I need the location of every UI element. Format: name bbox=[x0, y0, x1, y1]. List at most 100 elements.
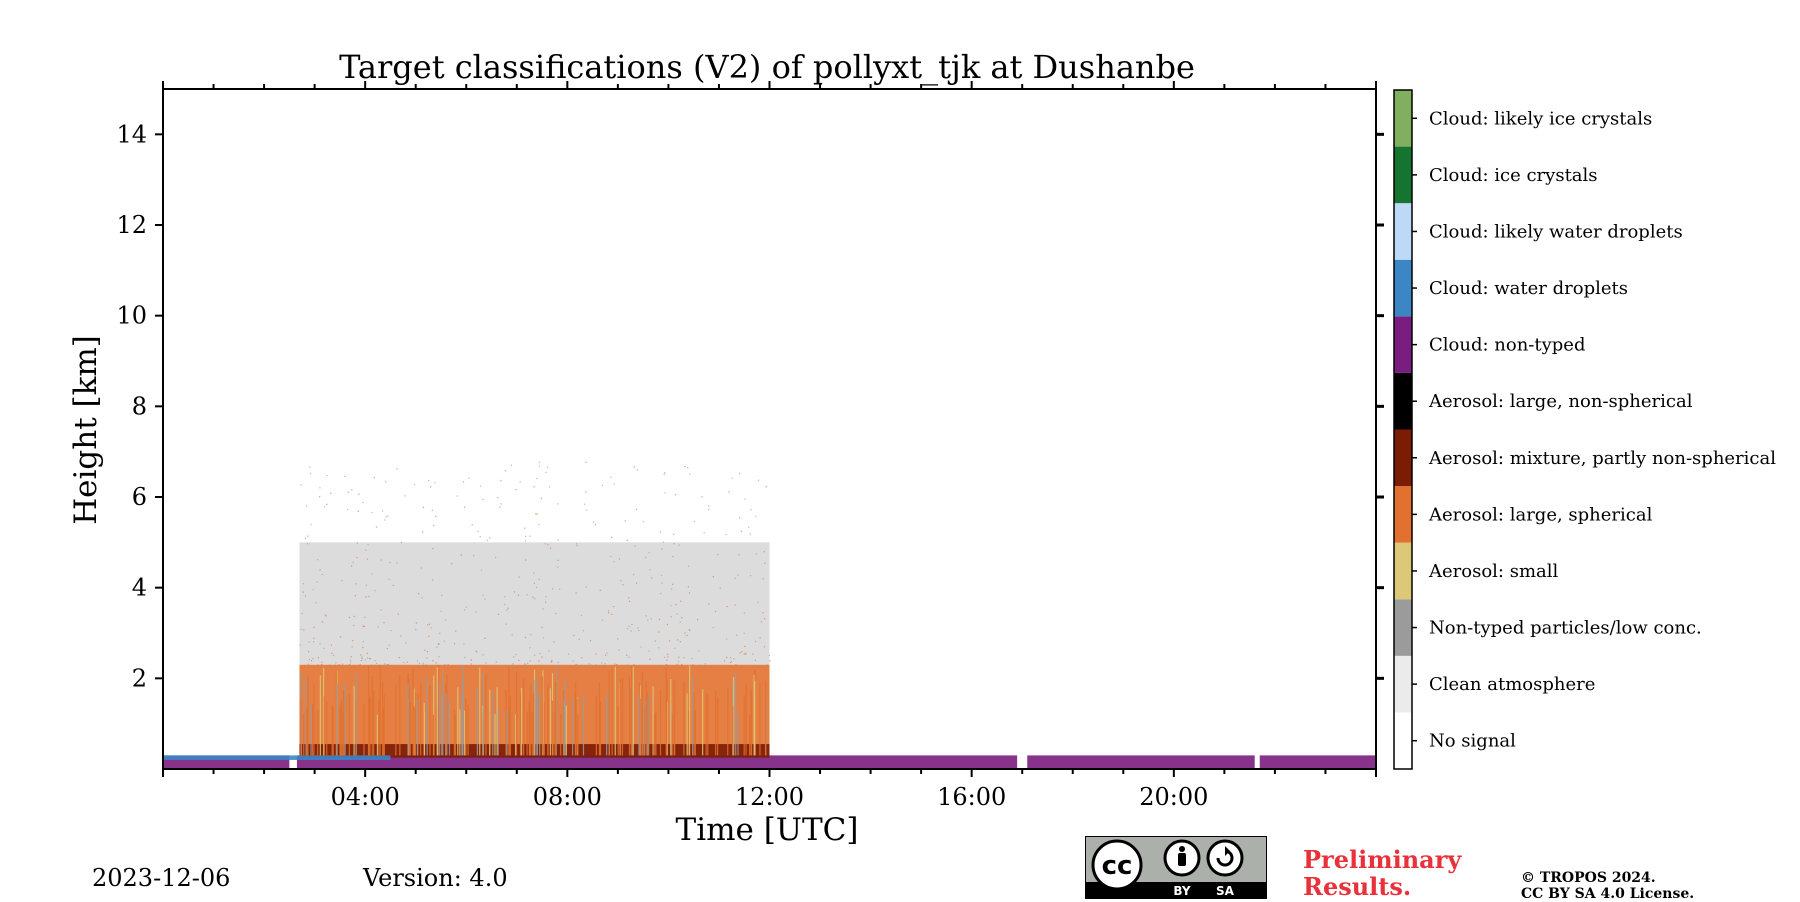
speck-mark bbox=[416, 660, 419, 662]
colorbar-swatch-aerosol-mixture-partly-non-spherical bbox=[1394, 429, 1412, 487]
speck-mark bbox=[739, 652, 741, 654]
speck-mark bbox=[626, 628, 628, 630]
x-tick-label: 20:00 bbox=[1139, 783, 1208, 811]
speck-mark bbox=[495, 661, 497, 663]
speck-mark bbox=[304, 595, 307, 597]
speck-mark bbox=[688, 592, 691, 594]
streak-mark bbox=[687, 711, 689, 756]
speck-mark bbox=[326, 474, 328, 477]
speck-mark bbox=[321, 661, 323, 663]
speck-mark bbox=[698, 650, 700, 652]
speck-mark bbox=[726, 638, 728, 640]
speck-mark bbox=[303, 629, 305, 631]
streak-mark bbox=[606, 695, 608, 756]
speck-mark bbox=[606, 652, 608, 654]
region-cloud-non-typed bbox=[1027, 755, 1255, 769]
speck-mark bbox=[663, 656, 666, 658]
speck-mark bbox=[712, 576, 714, 578]
streak-mark bbox=[479, 667, 481, 756]
streak-mark bbox=[564, 679, 566, 756]
streak-mark bbox=[539, 693, 541, 756]
speck-mark bbox=[764, 562, 766, 564]
streak-mark bbox=[368, 698, 370, 756]
speck-mark bbox=[441, 594, 443, 596]
speck-mark bbox=[763, 664, 766, 666]
speck-mark bbox=[377, 626, 379, 628]
preliminary-line-2: Results. bbox=[1303, 872, 1412, 901]
streak-mark bbox=[526, 711, 528, 756]
speck-mark bbox=[356, 557, 358, 559]
streak-mark bbox=[655, 711, 657, 756]
speck-mark bbox=[642, 521, 644, 523]
speck-mark bbox=[590, 664, 592, 666]
speck-mark bbox=[645, 615, 647, 617]
speck-mark bbox=[689, 629, 691, 632]
attribution-icon bbox=[1163, 839, 1201, 877]
streak-mark bbox=[575, 681, 577, 756]
streak-mark bbox=[673, 680, 675, 756]
speck-mark bbox=[359, 664, 361, 666]
speck-mark bbox=[359, 664, 361, 666]
speck-mark bbox=[385, 516, 387, 518]
speck-mark bbox=[331, 652, 333, 654]
speck-mark bbox=[389, 561, 391, 564]
speck-mark bbox=[319, 643, 321, 645]
speck-mark bbox=[512, 663, 514, 665]
speck-mark bbox=[525, 559, 527, 561]
speck-mark bbox=[551, 661, 553, 663]
speck-mark bbox=[438, 656, 440, 658]
footer-version: Version: 4.0 bbox=[363, 864, 508, 892]
speck-mark bbox=[518, 576, 520, 578]
speck-mark bbox=[762, 578, 764, 580]
streak-mark bbox=[429, 685, 431, 756]
x-tick-label: 12:00 bbox=[735, 783, 804, 811]
speck-mark bbox=[468, 477, 470, 479]
speck-mark bbox=[324, 614, 327, 616]
speck-mark bbox=[534, 598, 536, 600]
speck-mark bbox=[316, 581, 318, 583]
streak-mark bbox=[707, 693, 709, 756]
speck-mark bbox=[544, 601, 547, 603]
speck-mark bbox=[737, 574, 739, 576]
streak-mark bbox=[630, 687, 632, 756]
speck-mark bbox=[755, 640, 757, 642]
streak-mark bbox=[686, 693, 688, 756]
streak-mark bbox=[355, 672, 357, 756]
streak-mark bbox=[683, 681, 685, 756]
speck-mark bbox=[438, 643, 440, 645]
speck-mark bbox=[759, 637, 761, 639]
speck-mark bbox=[405, 642, 407, 644]
speck-mark bbox=[626, 654, 628, 656]
speck-mark bbox=[465, 606, 467, 608]
speck-mark bbox=[362, 640, 364, 643]
cc-by-label: BY bbox=[1173, 884, 1190, 898]
speck-mark bbox=[739, 472, 741, 474]
speck-mark bbox=[576, 544, 578, 547]
streak-mark bbox=[485, 673, 487, 756]
speck-mark bbox=[670, 616, 672, 618]
speck-mark bbox=[734, 604, 736, 606]
speck-mark bbox=[431, 509, 433, 511]
speck-mark bbox=[344, 475, 346, 478]
streak-mark bbox=[494, 714, 496, 756]
speck-mark bbox=[513, 656, 515, 658]
streak-mark bbox=[735, 671, 737, 756]
colorbar-swatch-clean-atmosphere bbox=[1394, 655, 1412, 713]
colorbar-label: Aerosol: small bbox=[1428, 561, 1559, 582]
speck-mark bbox=[363, 625, 366, 627]
speck-mark bbox=[754, 659, 756, 661]
speck-mark bbox=[664, 471, 666, 474]
speck-mark bbox=[388, 578, 390, 581]
speck-mark bbox=[667, 653, 669, 655]
speck-mark bbox=[428, 635, 430, 637]
speck-mark bbox=[433, 525, 435, 527]
speck-mark bbox=[319, 569, 321, 571]
speck-mark bbox=[330, 644, 333, 646]
speck-mark bbox=[497, 613, 500, 616]
speck-mark bbox=[729, 657, 732, 659]
streak-mark bbox=[457, 686, 459, 756]
speck-mark bbox=[640, 646, 642, 648]
speck-mark bbox=[313, 626, 315, 629]
speck-mark bbox=[589, 640, 592, 642]
speck-mark bbox=[736, 634, 738, 636]
